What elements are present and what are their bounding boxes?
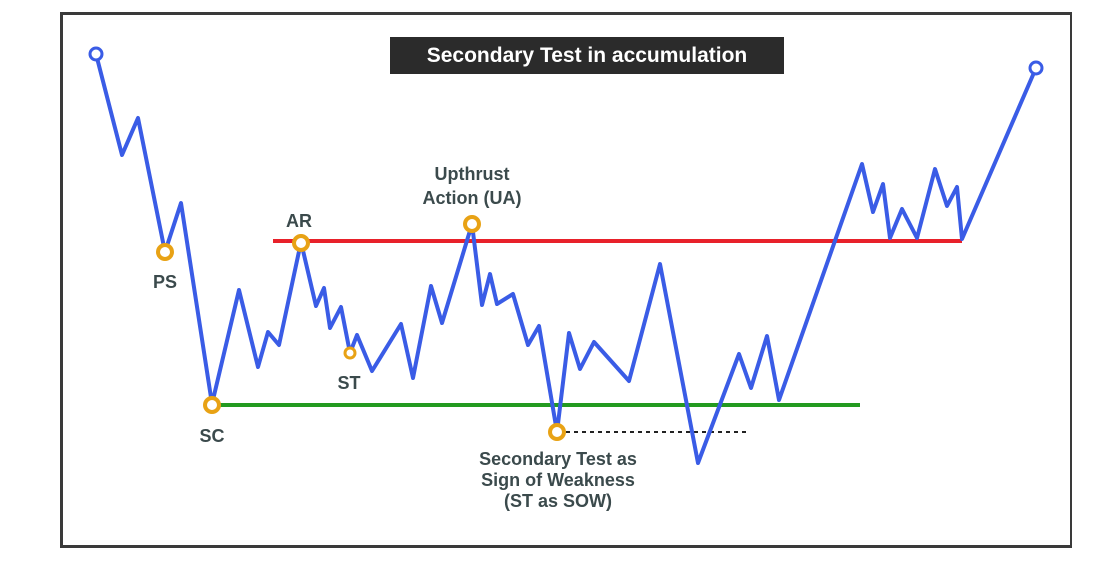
diagram-title: Secondary Test in accumulation <box>390 37 784 74</box>
ua-marker <box>463 215 481 233</box>
sc-label: SC <box>199 426 224 446</box>
st-sow-label-line3: (ST as SOW) <box>504 491 612 511</box>
st-marker <box>343 346 357 360</box>
diagram-frame <box>60 12 1072 548</box>
st-sow-marker <box>548 423 566 441</box>
ps-label: PS <box>153 272 177 292</box>
st-sow-label-line2: Sign of Weakness <box>481 470 635 490</box>
price-line <box>94 52 1038 465</box>
start-point <box>88 46 104 62</box>
ps-marker <box>156 243 174 261</box>
end-point <box>1028 60 1044 76</box>
ar-marker <box>292 234 310 252</box>
ua-label-line1: Upthrust <box>435 164 510 184</box>
sc-marker <box>203 396 221 414</box>
ua-label-line2: Action (UA) <box>423 188 522 208</box>
st-label: ST <box>337 373 360 393</box>
st-sow-label-line1: Secondary Test as <box>479 449 637 469</box>
ar-label: AR <box>286 211 312 231</box>
